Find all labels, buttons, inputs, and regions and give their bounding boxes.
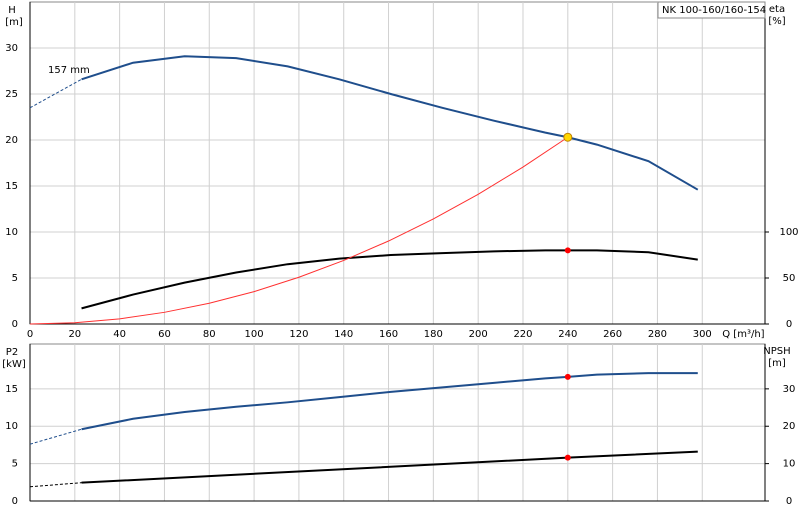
- x-tick-label: 280: [648, 329, 667, 340]
- series-line: [29, 136, 569, 325]
- y2-tick-label: 0: [786, 319, 792, 330]
- series-line: [81, 249, 698, 310]
- y2-tick-label: 50: [783, 273, 796, 284]
- y-tick-label: 25: [5, 89, 18, 100]
- y-label: H: [8, 5, 16, 16]
- annotation: 157 mm: [48, 65, 90, 76]
- x-tick-label: 140: [334, 329, 353, 340]
- plot-area: [29, 343, 766, 502]
- x-tick-label: 200: [469, 329, 488, 340]
- y-tick-label: 0: [12, 319, 18, 330]
- x-tick-label: 260: [603, 329, 622, 340]
- y-tick-label: 10: [5, 227, 18, 238]
- y2-tick-label: 20: [783, 421, 796, 432]
- y2-tick-label: 0: [786, 496, 792, 507]
- y-tick-label: 15: [5, 384, 18, 395]
- y-tick-label: 5: [12, 273, 18, 284]
- x-label: Q [m³/h]: [722, 329, 764, 340]
- y-unit: [m]: [5, 17, 23, 28]
- series-line: [29, 428, 82, 445]
- y-tick-label: 0: [12, 496, 18, 507]
- y-unit: [kW]: [2, 359, 26, 370]
- x-tick-label: 40: [113, 329, 126, 340]
- marker: [564, 247, 571, 254]
- y-label: P2: [6, 347, 18, 358]
- plot-area: [29, 1, 766, 325]
- x-tick-label: 80: [203, 329, 216, 340]
- y-tick-label: 10: [5, 421, 18, 432]
- y-tick-label: 20: [5, 135, 18, 146]
- y-tick-label: 15: [5, 181, 18, 192]
- x-tick-label: 100: [245, 329, 264, 340]
- series-line: [81, 55, 699, 191]
- x-tick-label: 300: [693, 329, 712, 340]
- y-tick-label: 5: [12, 459, 18, 470]
- series-line: [81, 372, 698, 431]
- y2-tick-label: 30: [783, 384, 796, 395]
- y2-tick-label: 10: [783, 459, 796, 470]
- y2-unit: [m]: [768, 358, 786, 369]
- x-tick-label: 60: [158, 329, 171, 340]
- series-line: [29, 482, 82, 488]
- y2-label: eta: [769, 4, 785, 15]
- y2-label: NPSH: [763, 346, 790, 357]
- x-tick-label: 20: [68, 329, 81, 340]
- x-tick-label: 120: [289, 329, 308, 340]
- x-tick-label: 0: [27, 329, 33, 340]
- y-tick-label: 30: [5, 43, 18, 54]
- marker: [563, 132, 573, 142]
- x-tick-label: 220: [513, 329, 532, 340]
- note: NK 100-160/160-154: [662, 5, 766, 16]
- note-box: [657, 1, 766, 19]
- x-tick-label: 180: [424, 329, 443, 340]
- x-tick-label: 160: [379, 329, 398, 340]
- marker: [564, 454, 571, 461]
- marker: [564, 373, 571, 380]
- y2-tick-label: 100: [779, 227, 798, 238]
- y2-unit: [%]: [768, 16, 785, 27]
- x-tick-label: 240: [558, 329, 577, 340]
